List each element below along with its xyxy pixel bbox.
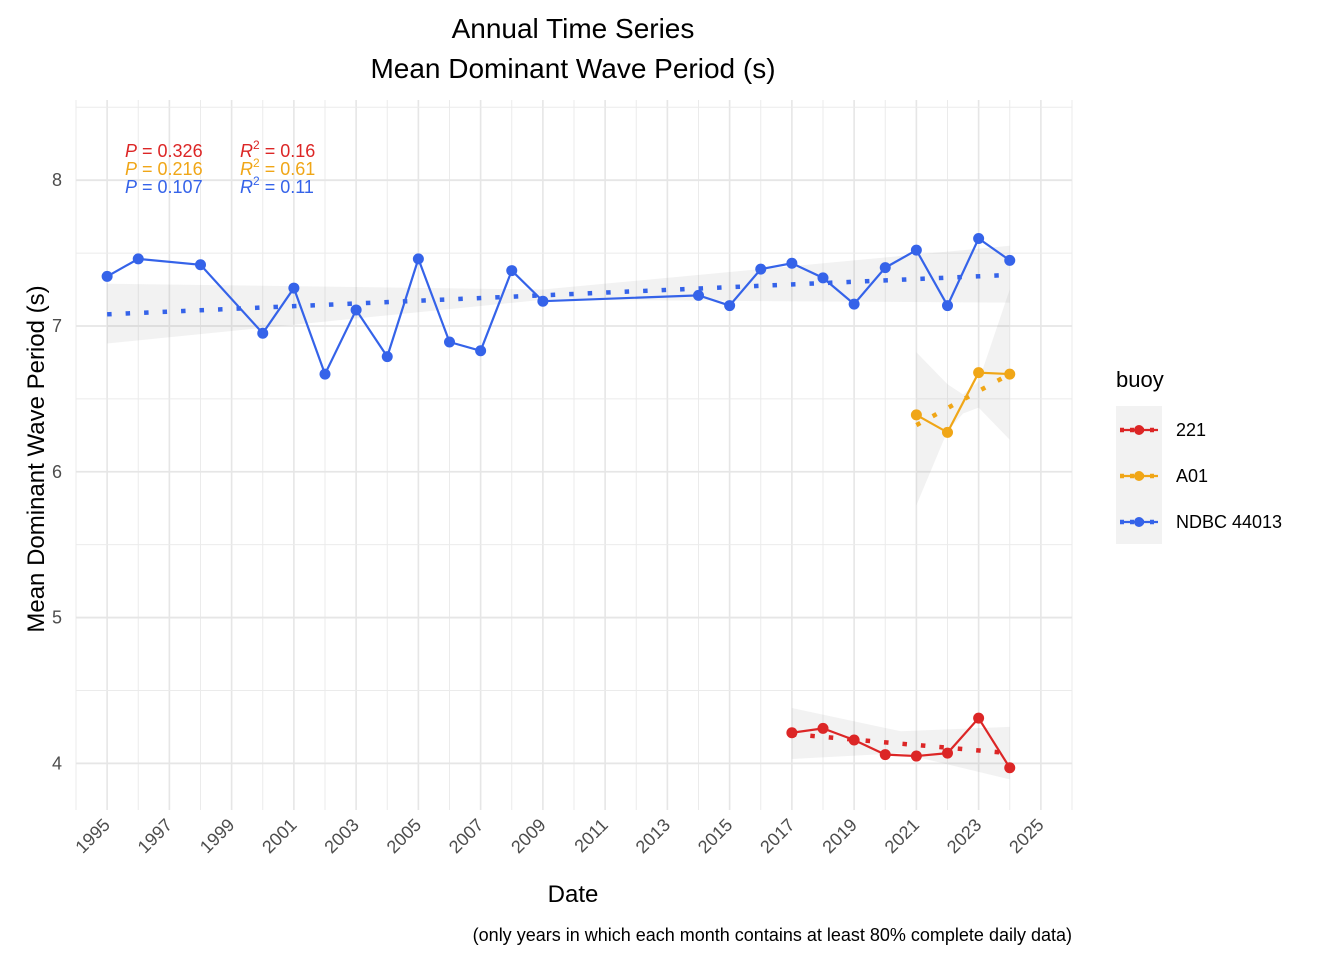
trend-line-ndbc-44013 bbox=[107, 272, 1010, 317]
legend-label-a01: A01 bbox=[1176, 466, 1208, 486]
data-point-221 bbox=[786, 727, 798, 739]
data-point-ndbc-44013 bbox=[786, 257, 798, 269]
data-point-221 bbox=[848, 734, 860, 746]
chart-title-line2: Mean Dominant Wave Period (s) bbox=[370, 53, 775, 84]
data-point-ndbc-44013 bbox=[724, 300, 736, 312]
grid bbox=[75, 100, 1073, 810]
x-tick-label: 2021 bbox=[881, 815, 923, 857]
data-point-ndbc-44013 bbox=[288, 282, 300, 294]
data-point-221 bbox=[910, 750, 922, 762]
y-tick-label: 7 bbox=[52, 316, 62, 336]
legend-label-221: 221 bbox=[1176, 420, 1206, 440]
data-point-ndbc-44013 bbox=[755, 263, 767, 275]
r-squared-a01: R2 = 0.61 bbox=[240, 156, 315, 179]
data-point-ndbc-44013 bbox=[910, 244, 922, 256]
regression-stats: P = 0.326 R2 = 0.16 P = 0.216 R2 = 0.61 P = … bbox=[125, 138, 315, 197]
data-point-221 bbox=[973, 712, 985, 724]
data-point-ndbc-44013 bbox=[973, 233, 985, 245]
y-tick-label: 6 bbox=[52, 462, 62, 482]
data-point-ndbc-44013 bbox=[444, 336, 455, 348]
confidence-band-221 bbox=[791, 707, 1010, 780]
series-line-a01 bbox=[915, 371, 1010, 434]
x-tick-label: 2023 bbox=[943, 815, 985, 857]
data-point-221 bbox=[942, 747, 953, 759]
series-line-ndbc-44013 bbox=[106, 236, 1011, 377]
data-point-a01 bbox=[910, 409, 922, 421]
x-tick-label: 2005 bbox=[383, 815, 425, 857]
x-tick-label: 2025 bbox=[1005, 815, 1047, 857]
data-point-ndbc-44013 bbox=[942, 300, 953, 312]
data-point-ndbc-44013 bbox=[257, 327, 269, 339]
legend-key-point-a01 bbox=[1134, 471, 1144, 481]
x-tick-label: 2013 bbox=[632, 815, 674, 857]
data-point-ndbc-44013 bbox=[101, 270, 113, 282]
x-tick-label: 2015 bbox=[694, 815, 736, 857]
x-tick-label: 2001 bbox=[258, 815, 300, 857]
x-tick-label: 2003 bbox=[320, 815, 362, 857]
y-tick-label: 8 bbox=[52, 170, 62, 190]
x-tick-label: 1995 bbox=[71, 815, 113, 857]
caption: (only years in which each month contains… bbox=[473, 925, 1072, 945]
confidence-band-ndbc-44013 bbox=[107, 245, 1010, 344]
y-tick-label: 4 bbox=[52, 753, 62, 773]
confidence-band-a01 bbox=[916, 289, 1010, 506]
data-point-ndbc-44013 bbox=[195, 259, 206, 271]
legend-key-point-ndbc-44013 bbox=[1134, 517, 1144, 527]
legend-title: buoy bbox=[1116, 367, 1164, 392]
data-point-ndbc-44013 bbox=[537, 295, 549, 307]
data-point-ndbc-44013 bbox=[132, 253, 144, 265]
r-squared-221: R2 = 0.16 bbox=[240, 138, 315, 161]
data-point-ndbc-44013 bbox=[475, 345, 487, 357]
chart-title-line1: Annual Time Series bbox=[452, 13, 695, 44]
x-tick-label: 2007 bbox=[445, 815, 487, 857]
data-point-ndbc-44013 bbox=[350, 304, 362, 316]
data-point-ndbc-44013 bbox=[817, 272, 829, 284]
series-line-221 bbox=[791, 716, 1011, 769]
p-value-221: P = 0.326 bbox=[125, 141, 203, 161]
p-value-ndbc-44013: P = 0.107 bbox=[125, 177, 203, 197]
series-points bbox=[101, 233, 1016, 774]
data-point-ndbc-44013 bbox=[381, 351, 393, 363]
series-lines bbox=[106, 236, 1011, 769]
x-tick-label: 2009 bbox=[507, 815, 549, 857]
data-point-a01 bbox=[973, 367, 985, 379]
x-tick-label: 1997 bbox=[134, 815, 176, 857]
x-tick-label: 2017 bbox=[756, 815, 798, 857]
confidence-bands bbox=[107, 245, 1010, 780]
data-point-a01 bbox=[942, 426, 953, 438]
legend-label-ndbc-44013: NDBC 44013 bbox=[1176, 512, 1282, 532]
data-point-ndbc-44013 bbox=[848, 298, 860, 310]
data-point-a01 bbox=[1004, 368, 1016, 380]
r-squared-ndbc-44013: R2 = 0.11 bbox=[240, 174, 314, 197]
data-point-ndbc-44013 bbox=[1004, 254, 1016, 266]
x-axis-title: Date bbox=[548, 881, 599, 908]
data-point-ndbc-44013 bbox=[879, 262, 891, 274]
y-axis-title: Mean Dominant Wave Period (s) bbox=[23, 285, 50, 632]
data-point-ndbc-44013 bbox=[412, 253, 424, 265]
p-value-a01: P = 0.216 bbox=[125, 159, 203, 179]
y-tick-label: 5 bbox=[52, 608, 62, 628]
x-tick-labels: 1995 1997 1999 2001 2003 2005 2007 2009 2011 2013… bbox=[71, 815, 1047, 857]
data-point-221 bbox=[879, 749, 891, 761]
x-tick-label: 2011 bbox=[570, 815, 612, 857]
data-point-221 bbox=[1004, 762, 1016, 774]
y-tick-labels: 4 5 6 7 8 bbox=[52, 170, 62, 773]
data-point-ndbc-44013 bbox=[693, 289, 704, 301]
legend: buoy 221 A01 NDBC 44013 bbox=[1116, 367, 1282, 544]
x-tick-label: 2019 bbox=[818, 815, 860, 857]
trend-lines bbox=[107, 272, 1011, 756]
data-point-221 bbox=[817, 722, 829, 734]
x-tick-label: 1999 bbox=[196, 815, 238, 857]
legend-key-point-221 bbox=[1134, 425, 1144, 435]
data-point-ndbc-44013 bbox=[319, 368, 331, 380]
data-point-ndbc-44013 bbox=[506, 265, 518, 277]
